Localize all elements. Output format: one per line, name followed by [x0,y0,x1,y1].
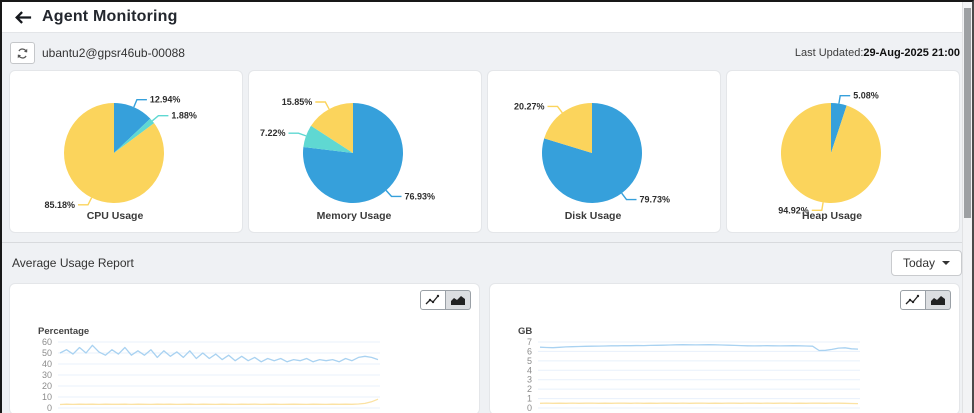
scrollbar[interactable] [962,2,972,413]
svg-text:0: 0 [47,403,52,413]
chart-type-toggle [900,290,951,310]
section-divider [2,242,972,243]
pie-title-disk: Disk Usage [564,210,622,222]
agent-id-label: ubantu2@gpsr46ub-00088 [42,46,185,60]
line-chart-icon [905,294,920,305]
line-chart-icon [425,294,440,305]
svg-text:20.27%: 20.27% [514,101,545,111]
svg-text:50: 50 [42,348,52,358]
area-chart-toggle-button[interactable] [925,290,951,310]
svg-text:Percentage: Percentage [38,326,89,337]
svg-text:94.92%: 94.92% [778,205,809,215]
area-chart-icon [451,296,465,305]
page-title: Agent Monitoring [42,8,178,25]
report-title: Average Usage Report [12,256,134,270]
caret-down-icon [942,261,950,265]
gb-chart-panel: GB 0 1 2 3 4 5 6 7 [489,283,960,413]
last-updated-value: 29-Aug-2025 21:00 [863,47,960,59]
area-chart-toggle-button[interactable] [445,290,471,310]
svg-text:30: 30 [42,370,52,380]
arrow-left-icon [15,10,32,24]
scrollbar-thumb[interactable] [964,8,971,218]
svg-text:85.18%: 85.18% [44,200,75,210]
svg-text:4: 4 [527,365,532,375]
percentage-chart-panel: Percentage 0 10 20 30 40 50 60 [9,283,480,413]
pie-charts-row: 12.94% 1.88% 85.18% CPU Usage 76.93% 7.22% 1… [2,70,972,233]
svg-text:76.93%: 76.93% [405,191,436,201]
disk-usage-pie-chart: 79.73% 20.27% [514,101,671,205]
pie-panel-heap: 5.08% 94.92% Heap Usage [726,70,960,233]
svg-text:3: 3 [527,375,532,385]
refresh-icon [17,47,28,59]
svg-text:7.22%: 7.22% [260,128,286,138]
back-icon[interactable] [14,10,32,25]
time-range-value: Today [902,256,935,270]
pie-title-cpu: CPU Usage [86,210,144,222]
svg-text:12.94%: 12.94% [150,95,181,105]
svg-text:15.85%: 15.85% [282,97,313,107]
svg-text:2: 2 [527,384,532,394]
last-updated: Last Updated:29-Aug-2025 21:00 [795,47,960,59]
time-range-dropdown[interactable]: Today [890,250,962,276]
pie-panel-cpu: 12.94% 1.88% 85.18% CPU Usage [9,70,243,233]
toolbar: ubantu2@gpsr46ub-00088 Last Updated:29-A… [2,33,972,70]
svg-text:6: 6 [527,346,532,356]
cpu-usage-pie-chart: 12.94% 1.88% 85.18% [44,95,197,210]
line-chart-toggle-button[interactable] [420,290,446,310]
svg-text:5.08%: 5.08% [853,91,879,101]
svg-text:1: 1 [527,394,532,404]
area-chart-icon [931,296,945,305]
svg-text:79.73%: 79.73% [640,195,671,205]
svg-text:GB: GB [518,326,532,337]
line-charts-row: Percentage 0 10 20 30 40 50 60 GB 0 1 2 3 4 5 6 7 [2,283,972,413]
svg-text:10: 10 [42,392,52,402]
pie-title-heap: Heap Usage [801,210,863,222]
svg-text:40: 40 [42,359,52,369]
svg-text:0: 0 [527,403,532,413]
header-bar: Agent Monitoring [2,2,972,33]
refresh-button[interactable] [10,42,35,64]
svg-text:20: 20 [42,381,52,391]
pie-panel-memory: 76.93% 7.22% 15.85% Memory Usage [248,70,482,233]
svg-text:5: 5 [527,356,532,366]
chart-type-toggle [420,290,471,310]
svg-text:7: 7 [527,337,532,347]
heap-usage-pie-chart: 5.08% 94.92% [778,91,881,215]
memory-usage-pie-chart: 76.93% 7.22% 15.85% [260,97,436,203]
line-chart-toggle-button[interactable] [900,290,926,310]
svg-text:60: 60 [42,337,52,347]
report-header: Average Usage Report Today [2,243,972,283]
svg-text:1.88%: 1.88% [171,111,197,121]
pie-panel-disk: 79.73% 20.27% Disk Usage [487,70,721,233]
last-updated-label: Last Updated: [794,47,864,59]
pie-title-memory: Memory Usage [316,210,392,222]
